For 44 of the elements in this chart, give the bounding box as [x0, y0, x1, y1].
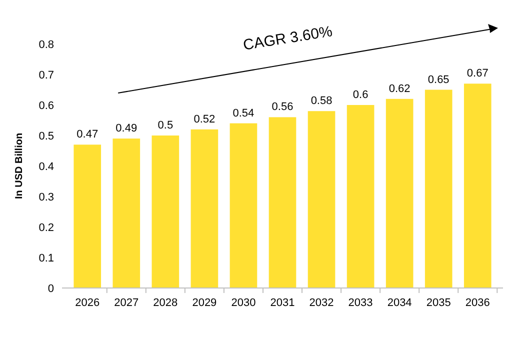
x-tick-label: 2027: [114, 297, 139, 309]
x-tick-label: 2031: [270, 297, 295, 309]
data-label: 0.54: [232, 107, 254, 120]
y-tick-label: 0.2: [38, 222, 54, 234]
annotation: CAGR 3.60%: [242, 23, 334, 54]
bar: [112, 138, 140, 288]
data-label: 0.49: [116, 122, 138, 135]
x-tick-label: 2028: [153, 297, 178, 309]
x-tick-label: 2029: [192, 297, 217, 309]
y-tick-label: 0.3: [38, 191, 54, 204]
data-label: 0.6: [352, 89, 368, 101]
bar: [268, 117, 296, 288]
bar: [308, 111, 336, 288]
data-label: 0.65: [428, 74, 450, 86]
bar: [190, 129, 218, 288]
bar: [424, 90, 452, 288]
y-tick-label: 0.4: [38, 160, 54, 173]
x-tick-label: 2032: [309, 297, 334, 309]
data-label: 0.52: [194, 113, 216, 126]
data-label: 0.5: [158, 120, 174, 132]
y-tick-label: 0.7: [38, 69, 54, 82]
data-label: 0.58: [310, 95, 332, 108]
data-label: 0.56: [272, 101, 294, 114]
x-tick-label: 2036: [465, 297, 490, 309]
y-axis-title: In USD Billion: [14, 132, 25, 200]
y-tick-label: 0: [48, 282, 54, 295]
bar: [386, 98, 414, 288]
bar: [152, 136, 180, 288]
bar: [346, 105, 374, 288]
data-label: 0.47: [76, 128, 98, 141]
y-tick-label: 0.1: [38, 252, 54, 264]
x-tick-label: 2030: [231, 297, 256, 309]
data-label: 0.62: [388, 82, 410, 95]
x-tick-label: 2026: [75, 297, 100, 309]
bar: [464, 84, 492, 288]
y-tick-label: 0.6: [38, 100, 54, 112]
bar: [230, 123, 258, 288]
y-tick-label: 0.5: [38, 130, 54, 142]
x-tick-label: 2034: [387, 297, 412, 309]
data-label: 0.67: [466, 68, 488, 80]
x-tick-label: 2033: [348, 297, 373, 309]
bar: [74, 144, 102, 288]
y-tick-label: 0.8: [38, 38, 54, 51]
x-tick-label: 2035: [426, 297, 451, 309]
